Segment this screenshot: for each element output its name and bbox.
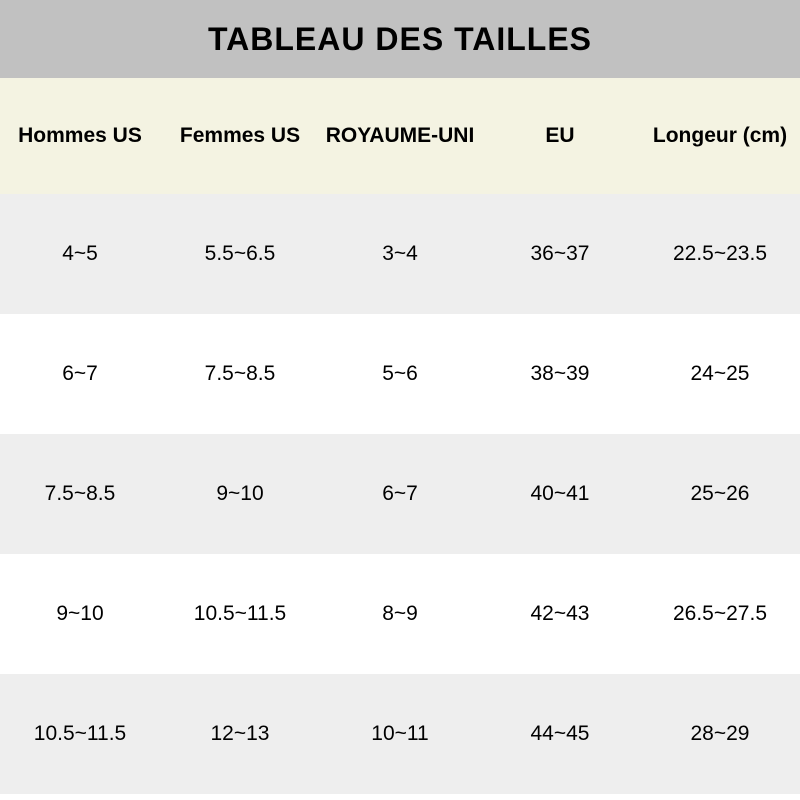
cell: 7.5~8.5: [160, 314, 320, 434]
table-row: 7.5~8.5 9~10 6~7 40~41 25~26: [0, 434, 800, 554]
cell: 6~7: [320, 434, 480, 554]
table-body: 4~5 5.5~6.5 3~4 36~37 22.5~23.5 6~7 7.5~…: [0, 194, 800, 794]
cell: 10.5~11.5: [0, 674, 160, 794]
table-row: 9~10 10.5~11.5 8~9 42~43 26.5~27.5: [0, 554, 800, 674]
cell: 7.5~8.5: [0, 434, 160, 554]
table-row: 4~5 5.5~6.5 3~4 36~37 22.5~23.5: [0, 194, 800, 314]
page-title: TABLEAU DES TAILLES: [208, 21, 592, 57]
cell: 25~26: [640, 434, 800, 554]
cell: 9~10: [0, 554, 160, 674]
cell: 24~25: [640, 314, 800, 434]
col-longeur: Longeur (cm): [640, 78, 800, 194]
cell: 38~39: [480, 314, 640, 434]
cell: 3~4: [320, 194, 480, 314]
cell: 4~5: [0, 194, 160, 314]
cell: 10~11: [320, 674, 480, 794]
cell: 12~13: [160, 674, 320, 794]
cell: 36~37: [480, 194, 640, 314]
cell: 42~43: [480, 554, 640, 674]
cell: 6~7: [0, 314, 160, 434]
cell: 26.5~27.5: [640, 554, 800, 674]
cell: 44~45: [480, 674, 640, 794]
col-royaume-uni: ROYAUME-UNI: [320, 78, 480, 194]
table-row: 6~7 7.5~8.5 5~6 38~39 24~25: [0, 314, 800, 434]
table-header: Hommes US Femmes US ROYAUME-UNI EU Longe…: [0, 78, 800, 194]
cell: 9~10: [160, 434, 320, 554]
cell: 28~29: [640, 674, 800, 794]
table-header-row: Hommes US Femmes US ROYAUME-UNI EU Longe…: [0, 78, 800, 194]
cell: 8~9: [320, 554, 480, 674]
col-hommes-us: Hommes US: [0, 78, 160, 194]
table-row: 10.5~11.5 12~13 10~11 44~45 28~29: [0, 674, 800, 794]
cell: 5.5~6.5: [160, 194, 320, 314]
size-table: Hommes US Femmes US ROYAUME-UNI EU Longe…: [0, 78, 800, 794]
col-femmes-us: Femmes US: [160, 78, 320, 194]
cell: 40~41: [480, 434, 640, 554]
cell: 5~6: [320, 314, 480, 434]
col-eu: EU: [480, 78, 640, 194]
title-bar: TABLEAU DES TAILLES: [0, 0, 800, 78]
cell: 10.5~11.5: [160, 554, 320, 674]
cell: 22.5~23.5: [640, 194, 800, 314]
